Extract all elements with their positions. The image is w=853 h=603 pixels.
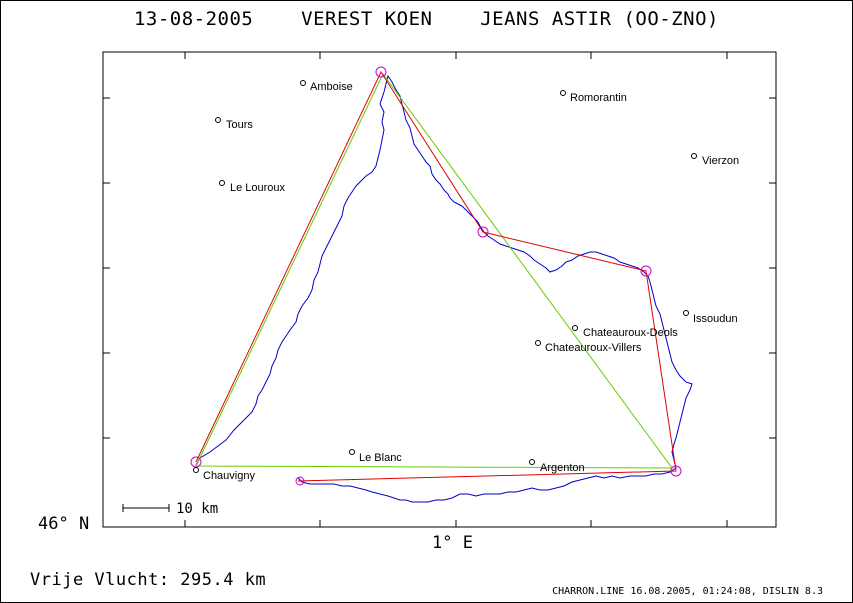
plot-area [102, 51, 777, 528]
town-marker [683, 310, 689, 316]
town-tours: Tours [215, 117, 253, 131]
town-marker [300, 80, 306, 86]
town-label: Amboise [310, 81, 353, 93]
town-label: Issoudun [693, 313, 738, 325]
town-le-blanc: Le Blanc [349, 449, 402, 464]
turnpoint-marker [670, 465, 682, 477]
scale-bar-label: 10 km [176, 501, 218, 517]
plot-credit: CHARRON.LINE 16.08.2005, 01:24:08, DISLI… [552, 586, 823, 597]
town-marker [691, 153, 697, 159]
town-label: Le Blanc [359, 452, 402, 464]
town-label: Argenton [540, 462, 585, 474]
free-flight-distance: Vrije Vlucht: 295.4 km [30, 570, 267, 590]
free-flight-triangle [195, 73, 673, 469]
town-marker [215, 117, 221, 123]
task-line [195, 70, 677, 482]
town-marker [349, 449, 355, 455]
turnpoint-marker [295, 476, 305, 486]
turnpoints [190, 66, 682, 486]
town-label: Chateauroux-Villers [545, 342, 642, 354]
town-marker [219, 180, 225, 186]
town-marker [535, 340, 541, 346]
town-label: Le Louroux [230, 182, 286, 194]
town-marker [529, 459, 535, 465]
turnpoint-marker [477, 226, 489, 238]
town-romorantin: Romorantin [560, 90, 627, 104]
town-issoudun: Issoudun [683, 310, 738, 325]
town-label: Tours [226, 119, 253, 131]
town-chauvigny: Chauvigny [193, 467, 255, 482]
turnpoint-marker [375, 66, 387, 78]
town-chateauroux-villers: Chateauroux-Villers [535, 340, 642, 354]
page-title: 13-08-2005 VEREST KOEN JEANS ASTIR (OO-Z… [133, 8, 719, 30]
town-marker [193, 467, 199, 473]
latitude-label: 46° N [38, 514, 90, 534]
town-argenton: Argenton [529, 459, 585, 474]
town-vierzon: Vierzon [691, 153, 739, 167]
turnpoint-marker [640, 265, 652, 277]
scale-bar [122, 504, 170, 512]
longitude-label: 1° E [432, 533, 473, 553]
town-label: Chateauroux-Deols [583, 327, 678, 339]
axis-ticks [103, 52, 776, 527]
flight-track [195, 74, 693, 503]
town-label: Romorantin [570, 92, 627, 104]
town-marker [560, 90, 566, 96]
town-le-louroux: Le Louroux [219, 180, 286, 194]
town-marker [572, 325, 578, 331]
town-amboise: Amboise [300, 80, 353, 93]
town-label: Chauvigny [203, 470, 255, 482]
town-chateauroux-deols: Chateauroux-Deols [572, 325, 678, 339]
town-label: Vierzon [702, 155, 739, 167]
